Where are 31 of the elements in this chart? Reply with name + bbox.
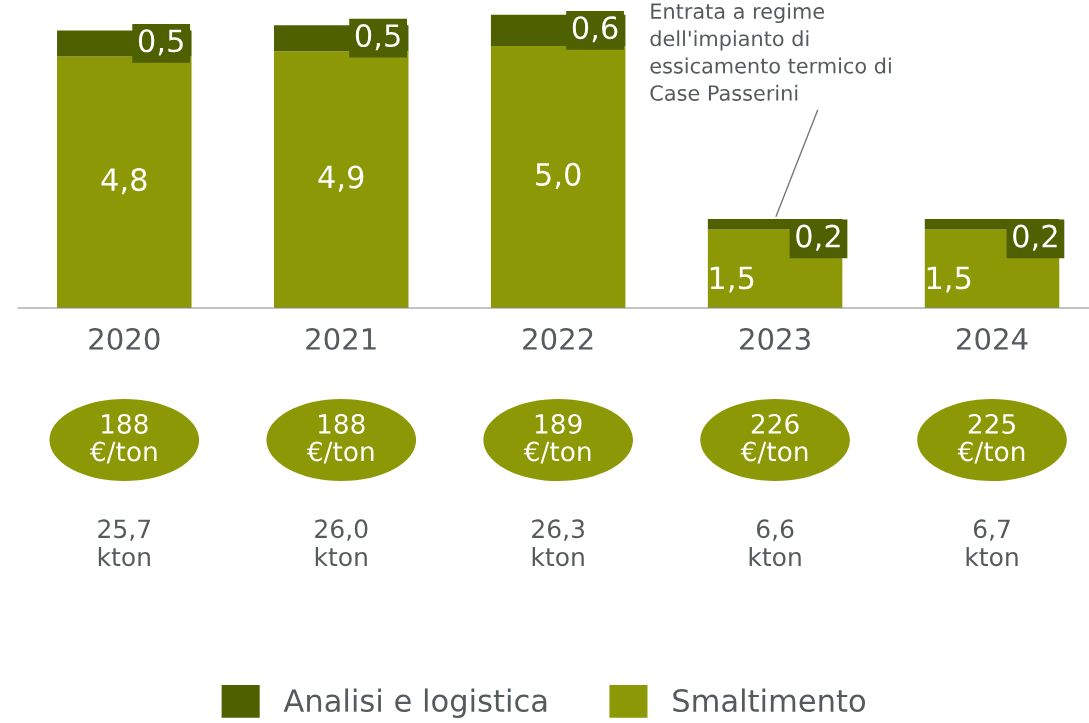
data-label: 0,5 [138, 29, 183, 56]
data-label: 5,0 [536, 162, 581, 190]
text: 25,7 kton [98, 519, 150, 567]
data-label: 4,9 [318, 165, 364, 192]
text: 26,0 kton [315, 519, 368, 567]
data-label: 1,5 [927, 266, 971, 293]
x-tick-label: 2021 [306, 327, 376, 351]
x-tick-label: 2022 [523, 327, 593, 351]
x-tick-label: 2020 [89, 327, 160, 351]
data-label: 1,5 [710, 266, 754, 293]
text: 226 €/ton [740, 413, 808, 464]
data-label: 0,5 [355, 23, 400, 51]
bar [57, 56, 192, 308]
data-label: 0,2 [796, 224, 840, 251]
x-tick-label: 2023 [740, 327, 810, 351]
data-label: 0,6 [572, 16, 618, 43]
bar [490, 46, 626, 308]
x-tick-label: 2024 [957, 327, 1028, 351]
annotation: Entrata a regime dell'impianto di essicamento termico di Case Passerini [650, 2, 891, 101]
data-label: 4,8 [101, 168, 147, 195]
bar [273, 51, 409, 308]
text: 6,6 kton [749, 519, 801, 567]
legend-label: Analisi e logistica [283, 688, 547, 719]
text: 6,7 kton [966, 519, 1018, 567]
text: 189 €/ton [523, 413, 591, 464]
text: 188 €/ton [89, 413, 157, 464]
text: 225 €/ton [957, 413, 1025, 464]
legend-label: Smaltimento [673, 688, 866, 713]
text: 26,3 kton [532, 519, 584, 567]
text: 188 €/ton [306, 413, 374, 464]
data-label: 0,2 [1013, 224, 1057, 251]
